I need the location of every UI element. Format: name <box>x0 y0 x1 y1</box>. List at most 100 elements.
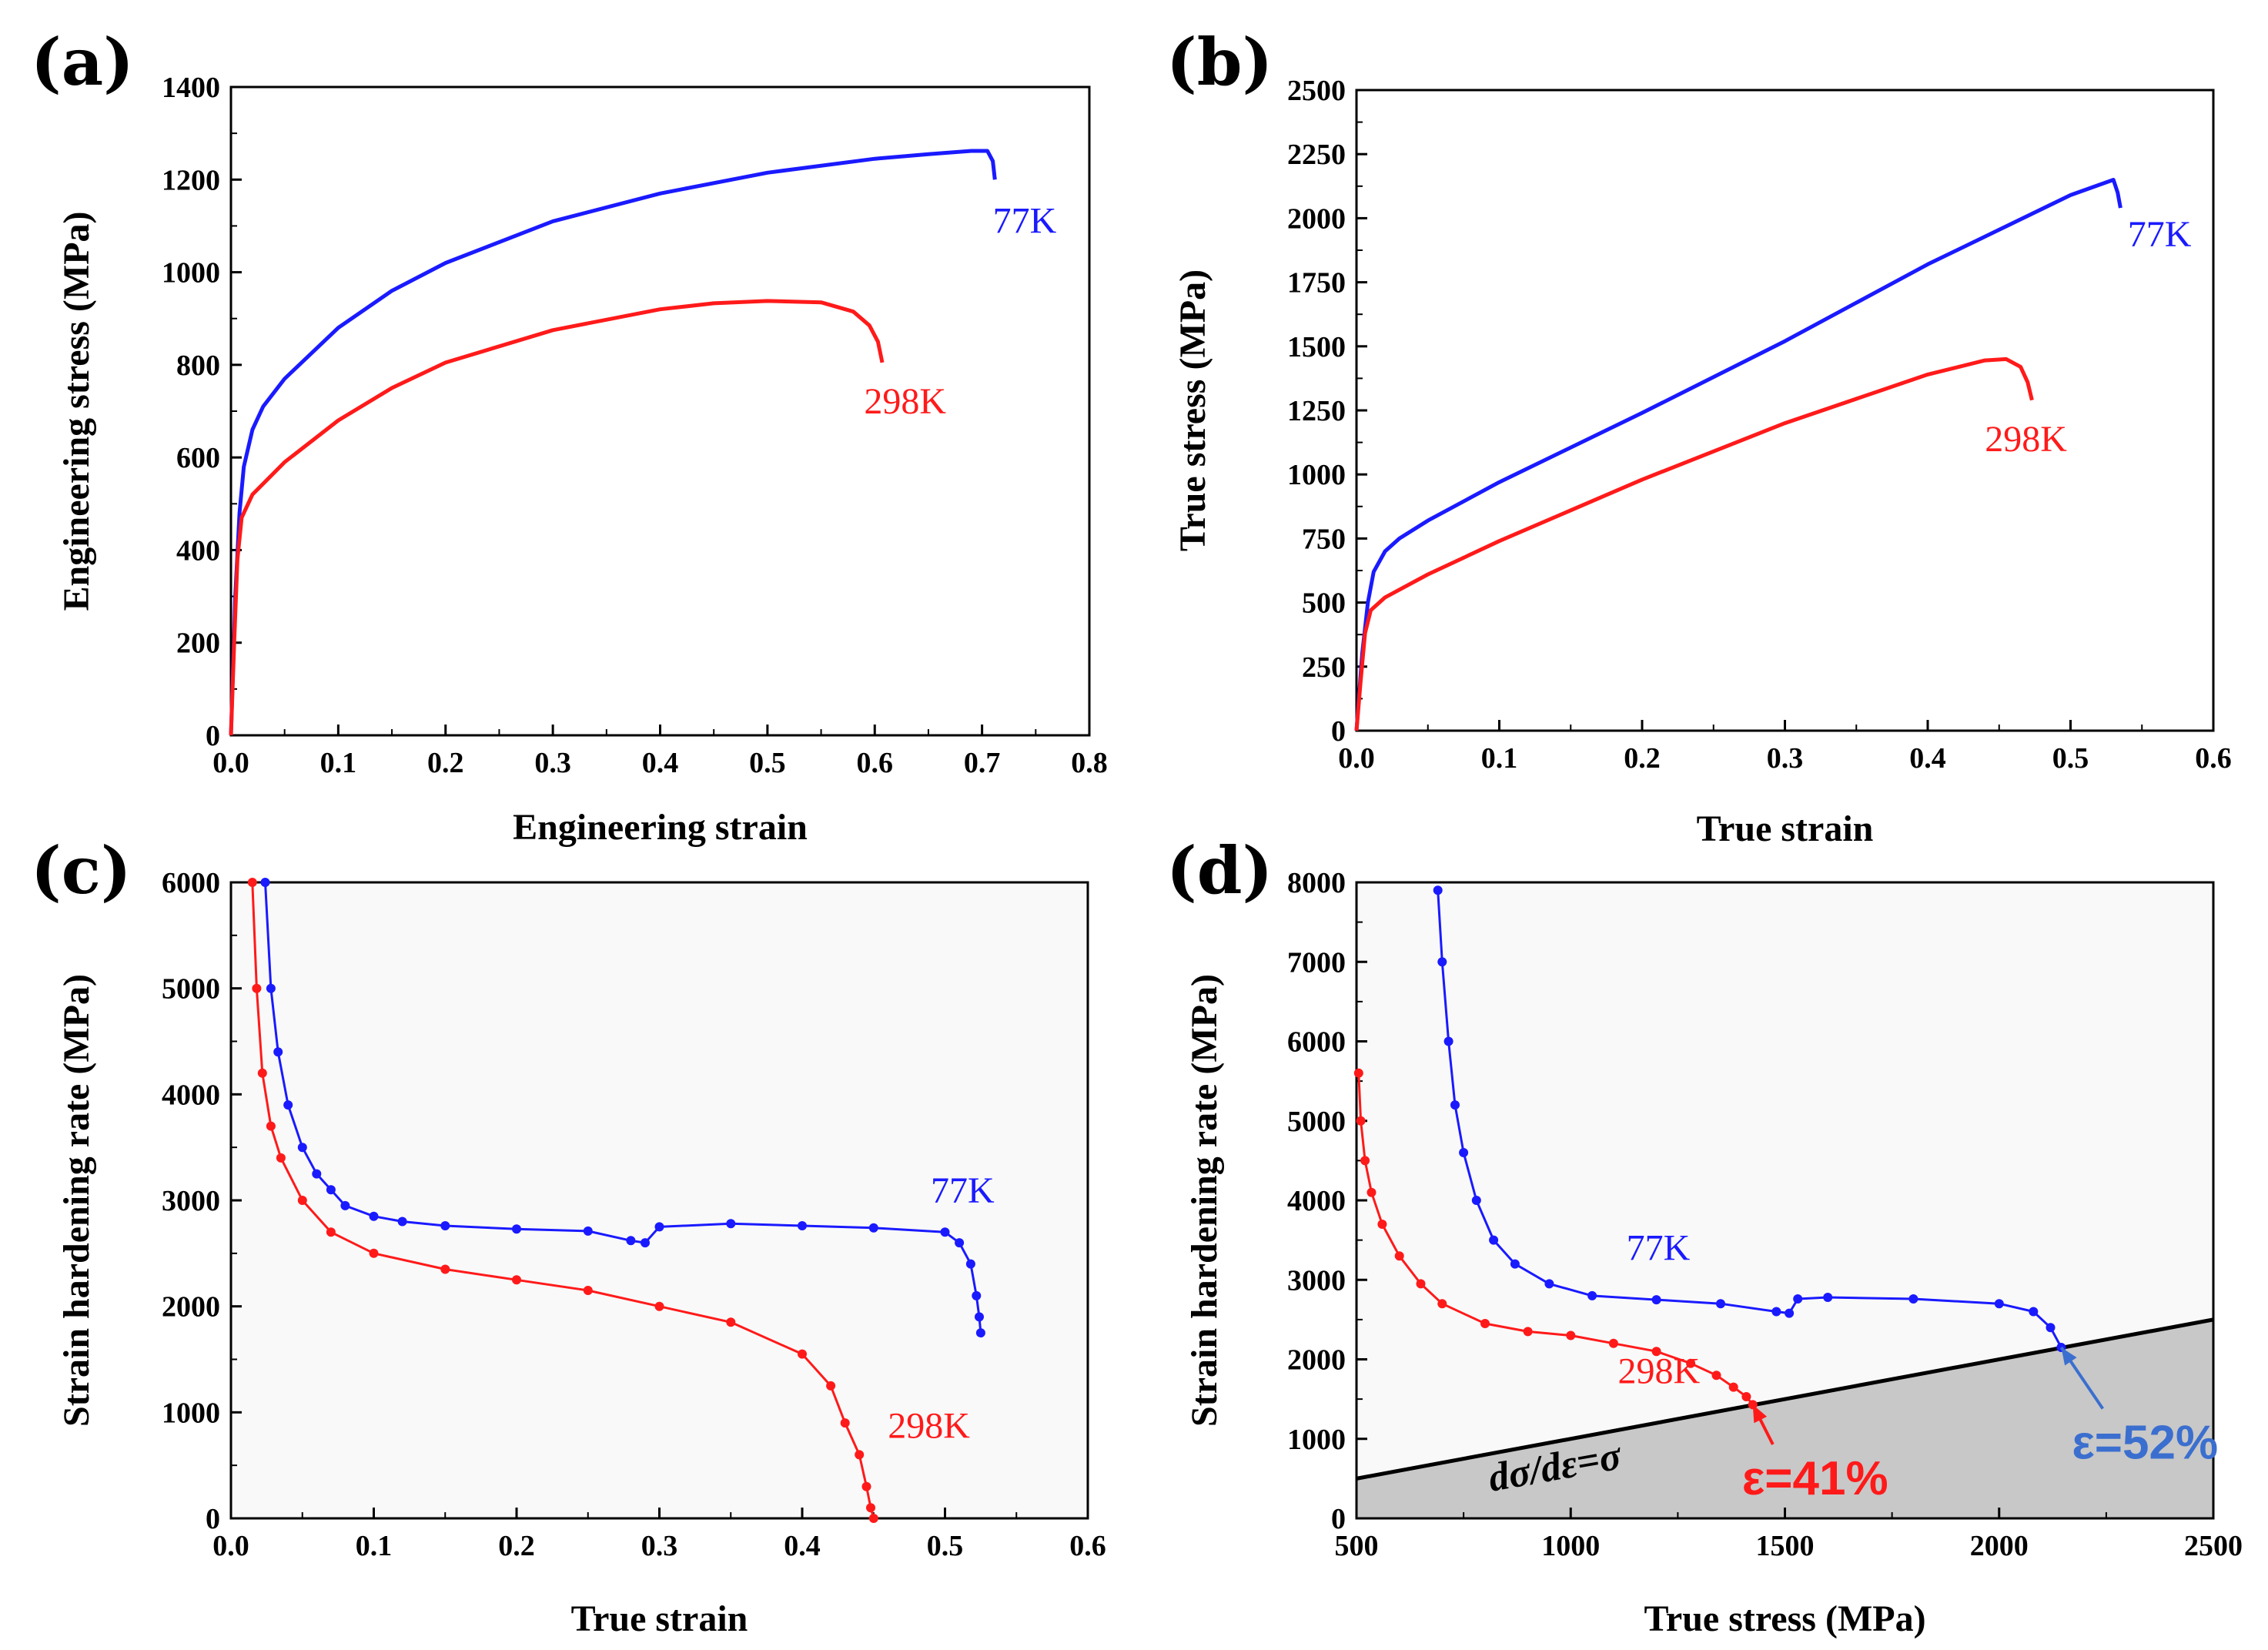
y-tick-label: 1000 <box>1287 1424 1346 1456</box>
data-point <box>397 1217 407 1227</box>
data-point <box>2046 1323 2056 1333</box>
y-tick-label: 1400 <box>162 72 220 104</box>
x-tick-label: 0.8 <box>1071 747 1108 779</box>
data-point <box>247 878 257 887</box>
data-point <box>975 1312 984 1322</box>
data-point <box>1716 1299 1725 1309</box>
data-point <box>1544 1279 1554 1289</box>
x-axis-label: True stress (MPa) <box>1644 1598 1925 1639</box>
data-point <box>266 983 276 993</box>
data-point <box>512 1275 521 1285</box>
y-tick-label: 0 <box>1331 1503 1346 1535</box>
data-point <box>1437 1299 1447 1309</box>
data-point <box>868 1514 878 1523</box>
data-point <box>1356 1116 1366 1126</box>
data-point <box>512 1224 521 1234</box>
data-point <box>1360 1156 1370 1166</box>
y-tick-label: 1750 <box>1287 267 1346 300</box>
data-point <box>1651 1295 1661 1305</box>
series-77K <box>1433 885 2066 1352</box>
x-axis-label: Engineering strain <box>513 807 808 848</box>
series-label-77K: 77K <box>2128 214 2192 255</box>
y-tick-label: 400 <box>176 534 220 567</box>
y-tick-label: 6000 <box>1287 1026 1346 1059</box>
data-point <box>654 1222 664 1232</box>
y-tick-label: 2000 <box>162 1291 220 1324</box>
panel-b: 0.0 0.1 0.2 0.3 0.4 0.5 0.6 0 250 500 750 1000 1250 1… <box>1166 24 2232 849</box>
data-point <box>1459 1148 1469 1157</box>
data-point <box>1443 1036 1453 1046</box>
x-tick-label: 0.1 <box>320 747 357 779</box>
reference-line <box>1356 1317 2214 1481</box>
y-tick-label: 1000 <box>162 257 220 290</box>
data-point <box>326 1227 336 1237</box>
y-tick-label: 8000 <box>1287 867 1346 899</box>
data-point <box>1785 1308 1795 1318</box>
x-tick-label: 1000 <box>1541 1530 1600 1562</box>
x-tick-label: 1500 <box>1756 1530 1815 1562</box>
y-tick-label: 2000 <box>1287 202 1346 235</box>
y-tick-label: 3000 <box>162 1185 220 1217</box>
y-tick-label: 750 <box>1302 523 1346 555</box>
series-label-77K: 77K <box>1627 1227 1691 1268</box>
data-point <box>965 1259 975 1269</box>
series-77K <box>1354 178 2122 731</box>
x-tick-label: 0.6 <box>857 747 894 779</box>
x-tick-label: 0.2 <box>427 747 464 779</box>
y-tick-label: 2500 <box>1287 75 1346 107</box>
data-point <box>1437 957 1447 967</box>
data-point <box>975 1328 985 1338</box>
data-point <box>283 1100 293 1110</box>
series-label-298K: 298K <box>1617 1350 1700 1391</box>
y-axis-label: Engineering stress (MPa) <box>56 211 97 611</box>
shaded-region <box>1356 1319 2213 1518</box>
data-point <box>641 1238 650 1248</box>
data-point <box>1994 1299 2004 1309</box>
x-tick-label: 0.1 <box>1481 742 1518 775</box>
plot-frame <box>229 85 1091 737</box>
y-tick-label: 2250 <box>1287 139 1346 171</box>
x-tick-label: 500 <box>1335 1530 1379 1562</box>
x-tick-label: 0.0 <box>1338 742 1375 775</box>
data-point <box>1433 885 1443 895</box>
data-point <box>1377 1220 1387 1229</box>
data-point <box>1353 1068 1363 1078</box>
x-tick-label: 0.3 <box>641 1530 678 1562</box>
data-point <box>257 1068 267 1078</box>
x-tick-label: 0.2 <box>1624 742 1661 775</box>
x-tick-label: 0.4 <box>642 747 679 779</box>
data-point <box>312 1169 322 1179</box>
y-tick-label: 800 <box>176 350 220 382</box>
y-tick-label: 0 <box>1331 715 1346 748</box>
data-point <box>726 1317 736 1327</box>
data-point <box>798 1349 807 1359</box>
x-tick-label: 0.1 <box>356 1530 393 1562</box>
x-tick-label: 0.2 <box>498 1530 535 1562</box>
annotation-arrowhead <box>2061 1347 2077 1366</box>
y-tick-label: 250 <box>1302 651 1346 684</box>
x-tick-label: 0.5 <box>749 747 786 779</box>
panel-label: (c) <box>31 832 132 909</box>
y-tick-label: 1500 <box>1287 331 1346 363</box>
data-point <box>861 1481 871 1491</box>
y-tick-label: 4000 <box>1287 1185 1346 1217</box>
y-tick-label: 2000 <box>1287 1344 1346 1377</box>
series-298K <box>229 299 885 736</box>
series-77K <box>229 149 997 736</box>
series-298K <box>1354 356 2034 731</box>
y-tick-label: 1000 <box>162 1397 220 1429</box>
data-point <box>940 1227 950 1237</box>
data-point <box>626 1236 636 1246</box>
data-point <box>583 1286 593 1295</box>
x-tick-label: 0.7 <box>964 747 1001 779</box>
series-label-298K: 298K <box>888 1405 970 1446</box>
data-point <box>1480 1319 1490 1328</box>
y-tick-label: 1250 <box>1287 395 1346 427</box>
data-point <box>369 1211 379 1221</box>
data-point <box>1450 1100 1460 1110</box>
data-point <box>840 1418 850 1428</box>
x-tick-label: 0.4 <box>1909 742 1946 775</box>
data-point <box>1793 1294 1803 1304</box>
data-point <box>2029 1307 2039 1317</box>
